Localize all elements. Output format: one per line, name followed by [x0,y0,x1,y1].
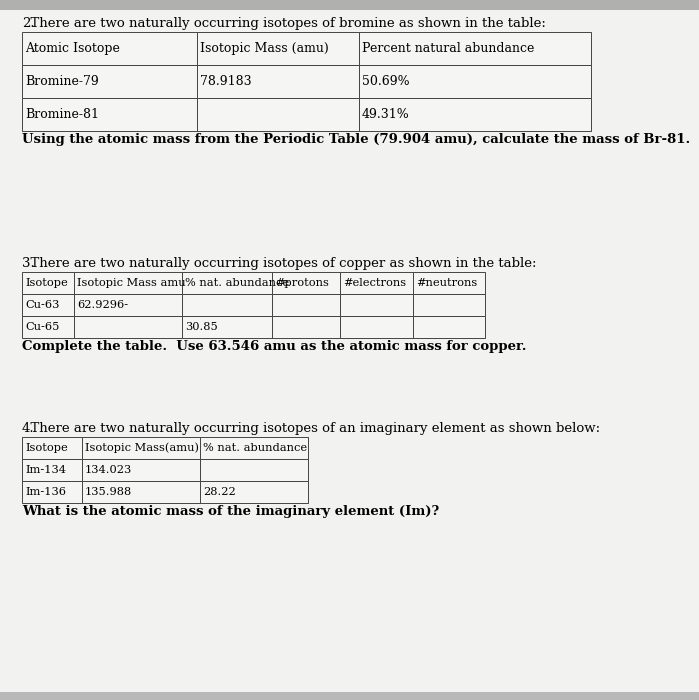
Bar [22,98,197,131]
Bar [22,65,197,98]
Bar [22,272,74,294]
Text: 30.85: 30.85 [185,322,218,332]
Text: 4.: 4. [22,422,35,435]
Bar [272,294,340,316]
Text: #neutrons: #neutrons [416,278,477,288]
Text: Atomic Isotope: Atomic Isotope [25,42,120,55]
Bar [200,437,308,459]
Bar [74,294,182,316]
Text: 135.988: 135.988 [85,487,132,497]
Text: 50.69%: 50.69% [362,75,410,88]
Text: 62.9296-: 62.9296- [77,300,128,310]
Text: Isotopic Mass (amu): Isotopic Mass (amu) [200,42,329,55]
Bar [197,98,359,131]
Bar [340,272,413,294]
Bar [22,481,82,503]
Bar [340,316,413,338]
Bar [74,272,182,294]
Text: 2.: 2. [22,17,35,30]
Bar [359,65,591,98]
Bar [359,32,591,65]
Bar [82,481,200,503]
Text: There are two naturally occurring isotopes of an imaginary element as shown belo: There are two naturally occurring isotop… [22,422,600,435]
Text: Percent natural abundance: Percent natural abundance [362,42,534,55]
Bar [413,294,485,316]
Text: There are two naturally occurring isotopes of bromine as shown in the table:: There are two naturally occurring isotop… [22,17,546,30]
Text: Using the atomic mass from the Periodic Table (79.904 amu), calculate the mass o: Using the atomic mass from the Periodic … [22,133,690,146]
Text: 78.9183: 78.9183 [200,75,252,88]
Text: #protons: #protons [275,278,329,288]
Bar [22,316,74,338]
Text: Complete the table.  Use 63.546 amu as the atomic mass for copper.: Complete the table. Use 63.546 amu as th… [22,340,526,353]
Text: 49.31%: 49.31% [362,108,410,121]
Bar [197,32,359,65]
Bar [359,98,591,131]
Bar [200,459,308,481]
Bar [182,316,272,338]
Text: Isotope: Isotope [25,278,68,288]
Bar [182,272,272,294]
Bar [22,32,197,65]
Bar [413,272,485,294]
Bar [22,294,74,316]
Bar [182,294,272,316]
Bar [413,316,485,338]
Text: Cu-63: Cu-63 [25,300,59,310]
Text: #electrons: #electrons [343,278,406,288]
Text: Isotopic Mass(amu): Isotopic Mass(amu) [85,442,199,454]
Bar [0,692,699,700]
Bar [82,459,200,481]
Text: % nat. abundance: % nat. abundance [203,443,307,453]
Text: Bromine-81: Bromine-81 [25,108,99,121]
Bar [197,65,359,98]
Text: Im-134: Im-134 [25,465,66,475]
Text: 28.22: 28.22 [203,487,236,497]
Text: What is the atomic mass of the imaginary element (Im)?: What is the atomic mass of the imaginary… [22,505,439,518]
Text: Bromine-79: Bromine-79 [25,75,99,88]
Text: Isotopic Mass amu: Isotopic Mass amu [77,278,186,288]
Text: Isotope: Isotope [25,443,68,453]
Bar [82,437,200,459]
Bar [200,481,308,503]
Bar [22,459,82,481]
Text: Cu-65: Cu-65 [25,322,59,332]
Text: % nat. abundance: % nat. abundance [185,278,289,288]
Bar [0,0,699,10]
Bar [272,272,340,294]
Text: There are two naturally occurring isotopes of copper as shown in the table:: There are two naturally occurring isotop… [22,257,537,270]
Bar [272,316,340,338]
Bar [74,316,182,338]
Text: 3.: 3. [22,257,35,270]
Bar [340,294,413,316]
Bar [22,437,82,459]
Text: Im-136: Im-136 [25,487,66,497]
Text: 134.023: 134.023 [85,465,132,475]
